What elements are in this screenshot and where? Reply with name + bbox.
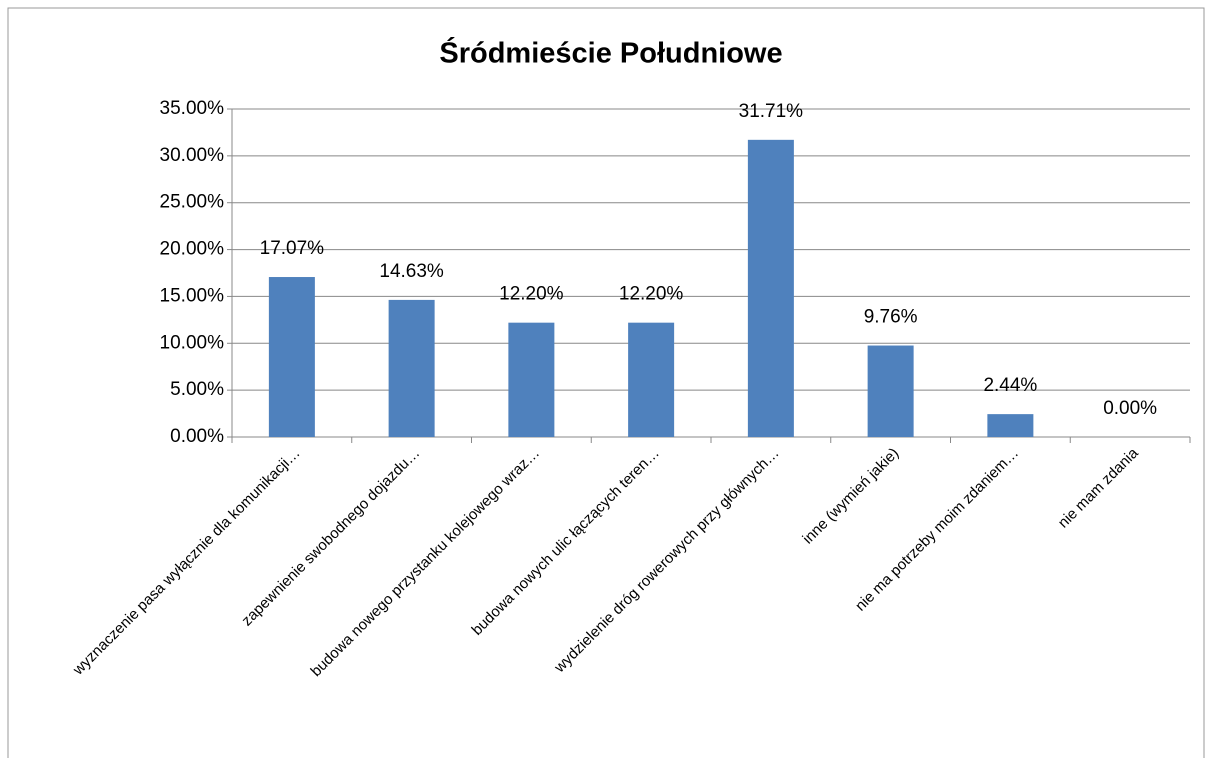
- bar: [388, 299, 435, 437]
- bar: [268, 277, 315, 437]
- bar: [867, 345, 914, 437]
- bar: [628, 322, 675, 437]
- value-label: 14.63%: [379, 261, 444, 282]
- value-label: 12.20%: [499, 284, 564, 305]
- y-tick-label: 35.00%: [160, 98, 225, 119]
- value-label: 2.44%: [983, 375, 1037, 396]
- chart-title: Śródmieście Południowe: [439, 36, 782, 70]
- bar: [508, 322, 555, 437]
- value-label: 17.07%: [260, 238, 325, 259]
- value-label: 12.20%: [619, 284, 684, 305]
- y-tick-label: 0.00%: [170, 426, 224, 447]
- value-label: 31.71%: [739, 101, 804, 122]
- bar: [747, 139, 794, 437]
- value-label: 9.76%: [864, 307, 918, 328]
- bar: [987, 414, 1034, 437]
- y-tick-label: 15.00%: [160, 285, 225, 306]
- y-tick-label: 10.00%: [160, 332, 225, 353]
- y-tick-label: 30.00%: [160, 145, 225, 166]
- y-tick-label: 20.00%: [160, 239, 225, 260]
- y-tick-label: 5.00%: [170, 379, 224, 400]
- chart-border: [7, 7, 1205, 758]
- y-tick-label: 25.00%: [160, 192, 225, 213]
- value-label: 0.00%: [1103, 398, 1157, 419]
